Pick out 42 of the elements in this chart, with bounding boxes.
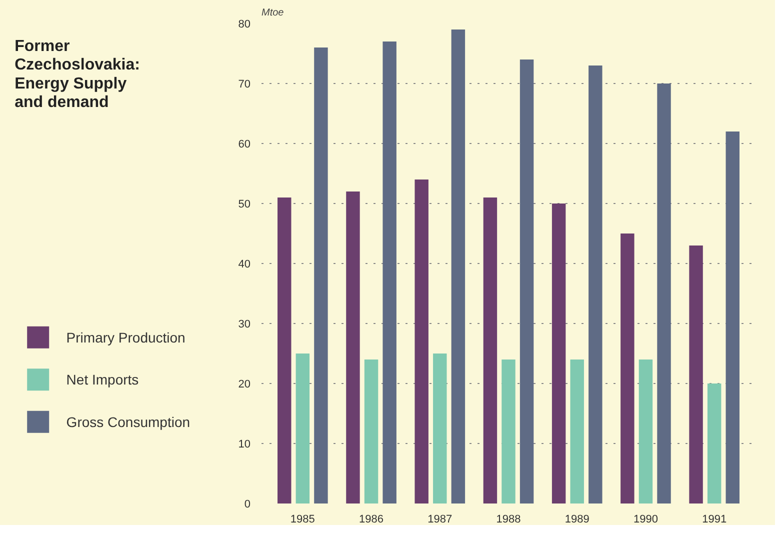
x-tick-label: 1988 <box>496 514 521 526</box>
y-tick-label: 0 <box>244 498 251 510</box>
y-tick-label: 60 <box>238 138 251 150</box>
bar <box>570 360 584 504</box>
y-tick-label: 40 <box>238 258 251 270</box>
bar <box>346 192 360 504</box>
legend-label: Gross Consumption <box>66 414 190 430</box>
x-tick-label: 1990 <box>633 514 658 526</box>
legend-label: Net Imports <box>66 372 139 388</box>
y-tick-label: 50 <box>238 198 251 210</box>
bar <box>296 354 310 504</box>
y-tick-label: 30 <box>238 318 251 330</box>
text: Former Czechoslovakia: Energy Supply and demand <box>14 38 140 111</box>
bar <box>483 198 498 504</box>
y-tick-label: 70 <box>238 78 251 90</box>
bar <box>314 48 328 504</box>
bar <box>638 360 653 504</box>
y-tick-label: 10 <box>238 438 251 450</box>
y-tick-label: 80 <box>238 18 251 30</box>
bar <box>520 60 534 504</box>
bar <box>278 198 292 504</box>
bar <box>364 360 378 504</box>
x-tick-label: 1986 <box>359 514 384 526</box>
x-tick-label: 1987 <box>428 514 452 526</box>
bar <box>620 234 634 504</box>
x-tick-label: 1985 <box>290 514 315 526</box>
bar <box>689 246 703 504</box>
y-axis-title: Mtoe <box>262 8 284 18</box>
bar <box>382 42 396 504</box>
bar <box>552 204 566 504</box>
bar <box>414 180 428 504</box>
x-tick-label: 1989 <box>564 514 590 526</box>
bar <box>433 354 447 504</box>
bar <box>707 384 722 504</box>
bar <box>726 132 740 504</box>
bar <box>451 30 466 504</box>
bar <box>502 360 516 504</box>
y-tick-label: 20 <box>238 378 251 390</box>
bar <box>588 66 602 504</box>
legend-label: Primary Production <box>66 329 186 346</box>
x-tick-label: 1991 <box>702 514 727 526</box>
bar <box>657 84 671 504</box>
